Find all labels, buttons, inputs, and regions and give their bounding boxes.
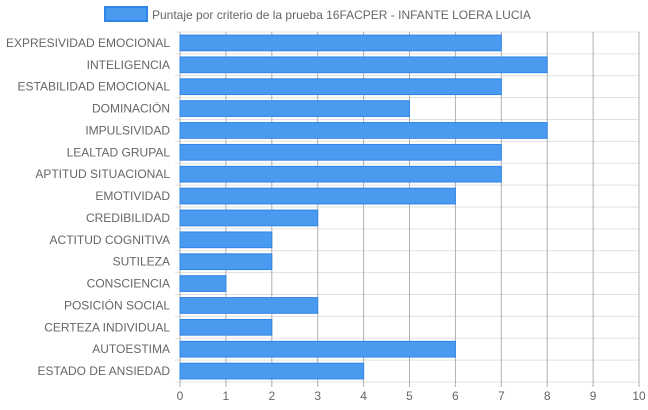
y-category-label: INTELIGENCIA [87, 58, 170, 72]
bar[interactable] [179, 78, 502, 96]
y-category-label: CONSCIENCIA [87, 277, 170, 291]
y-category-label: CERTEZA INDIVIDUAL [44, 320, 170, 334]
y-category-label: ESTABILIDAD EMOCIONAL [18, 80, 171, 94]
bar[interactable] [179, 340, 456, 358]
y-category-label: SUTILEZA [113, 255, 170, 269]
x-tick-label: 0 [177, 389, 184, 403]
x-tick-label: 8 [544, 389, 551, 403]
bar[interactable] [179, 34, 502, 52]
bar[interactable] [179, 297, 319, 314]
x-tick-label: 9 [590, 389, 597, 403]
y-category-label: ESTADO DE ANSIEDAD [38, 364, 171, 378]
y-category-label: LEALTAD GRUPAL [67, 145, 171, 159]
y-category-label: APTITUD SITUACIONAL [35, 167, 170, 181]
y-category-label: POSICIÓN SOCIAL [64, 297, 170, 312]
gridlines [175, 31, 640, 387]
y-category-label: EMOTIVIDAD [95, 189, 170, 203]
bar[interactable] [179, 100, 410, 117]
bar[interactable] [179, 231, 273, 249]
bars [179, 34, 548, 380]
bar[interactable] [179, 362, 365, 380]
x-tick-label: 6 [452, 389, 459, 403]
y-category-label: EXPRESIVIDAD EMOCIONAL [6, 36, 170, 50]
y-category-label: ACTITUD COGNITIVA [50, 233, 170, 247]
bar[interactable] [179, 253, 273, 271]
x-tick-label: 2 [268, 389, 275, 403]
bar[interactable] [179, 275, 227, 292]
x-axis-ticks: 0 1 2 3 4 5 6 7 8 9 10 [177, 389, 646, 403]
y-category-label: IMPULSIVIDAD [85, 123, 170, 137]
y-axis-labels: EXPRESIVIDAD EMOCIONAL INTELIGENCIA ESTABI… [6, 36, 170, 378]
legend-label: Puntaje por criterio de la prueba 16FACP… [152, 8, 531, 22]
x-tick-label: 7 [498, 389, 505, 403]
bar[interactable] [179, 165, 502, 183]
x-tick-label: 5 [406, 389, 413, 403]
x-tick-label: 3 [314, 389, 321, 403]
y-category-label: CREDIBILIDAD [86, 211, 170, 225]
y-category-label: AUTOESTIMA [92, 342, 170, 356]
bar[interactable] [179, 209, 319, 227]
legend-swatch [104, 6, 148, 22]
x-tick-label: 10 [632, 389, 646, 403]
bar[interactable] [179, 187, 456, 205]
legend[interactable]: Puntaje por criterio de la prueba 16FACP… [104, 6, 531, 22]
y-category-label: DOMINACIÓN [92, 101, 170, 116]
bar[interactable] [179, 122, 548, 139]
bar[interactable] [179, 143, 502, 161]
x-tick-label: 4 [360, 389, 367, 403]
bar[interactable] [179, 56, 548, 74]
bar[interactable] [179, 318, 273, 336]
x-tick-label: 1 [223, 389, 230, 403]
